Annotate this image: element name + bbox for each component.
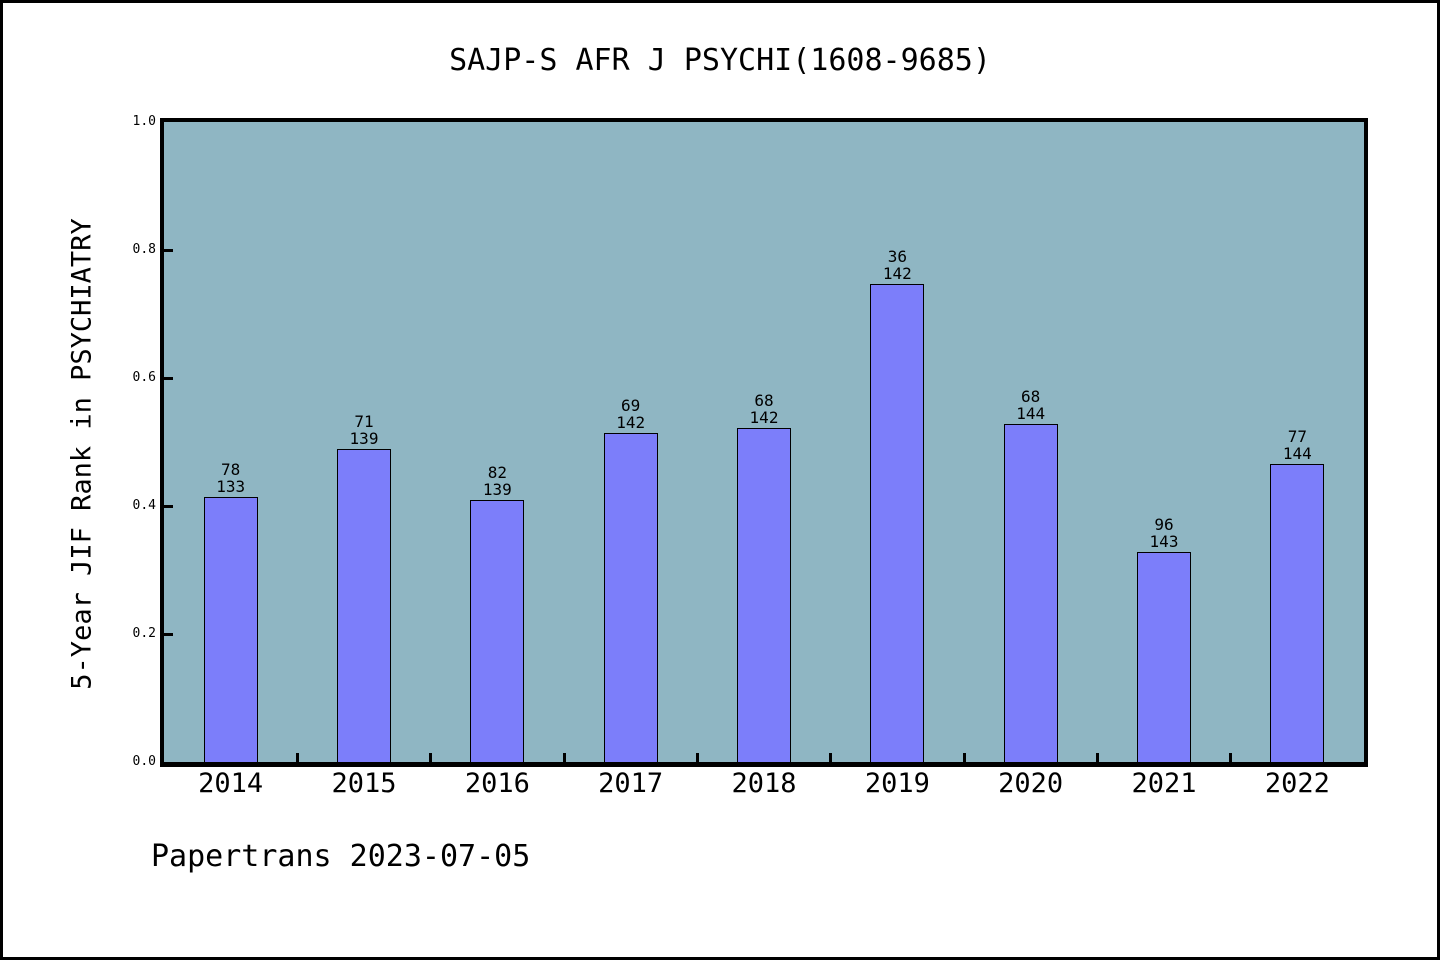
bar-label-2021: 96 143: [1149, 515, 1179, 551]
x-minor-tick-5: [829, 753, 833, 762]
bar-2020: [1003, 424, 1058, 762]
x-minor-tick-2: [429, 753, 433, 762]
y-tick-mark-0.6: [164, 376, 173, 380]
bar-label-2019: 36 142: [882, 247, 912, 283]
y-tick-label-0.4: 0.4: [132, 498, 156, 513]
y-axis-label: 5-Year JIF Rank in PSYCHIATRY: [66, 218, 98, 690]
bar-2015: [337, 449, 391, 762]
y-tick-label-0.0: 0.0: [132, 754, 156, 769]
bar-2014: [203, 497, 258, 762]
bar-2021: [1137, 552, 1191, 762]
y-tick-label-0.6: 0.6: [132, 370, 156, 385]
y-tick-mark-0.2: [164, 632, 173, 636]
bar-2018: [737, 428, 791, 762]
bar-2016: [470, 500, 525, 762]
bar-label-2020: 68 144: [1016, 387, 1046, 423]
x-tick-label-2019: 2019: [864, 768, 930, 799]
x-minor-tick-8: [1229, 753, 1233, 762]
x-tick-label-2015: 2015: [331, 768, 397, 799]
bar-label-2015: 71 139: [349, 412, 379, 448]
x-tick-label-2022: 2022: [1264, 768, 1330, 799]
x-tick-label-2014: 2014: [198, 768, 264, 799]
watermark-text: Papertrans 2023-07-05: [151, 839, 531, 874]
bar-2022: [1270, 464, 1325, 762]
y-tick-mark-0.8: [164, 248, 173, 252]
x-minor-tick-4: [695, 753, 699, 762]
bar-label-2014: 78 133: [216, 460, 246, 496]
bar-2017: [603, 433, 658, 762]
x-tick-label-2021: 2021: [1131, 768, 1197, 799]
y-tick-label-0.2: 0.2: [132, 626, 156, 641]
plot-inner: 78 133 71 139 82 139 69 142 68 142 36 142 68 1…: [164, 122, 1364, 762]
bar-label-2017: 69 142: [616, 396, 646, 432]
plot-area: 78 133 71 139 82 139 69 142 68 142 36 142 68 1…: [160, 118, 1368, 767]
x-minor-tick-6: [962, 753, 966, 762]
x-tick-label-2016: 2016: [464, 768, 530, 799]
bar-label-2018: 68 142: [749, 391, 779, 427]
bar-2019: [870, 284, 925, 762]
bar-label-2016: 82 139: [482, 463, 512, 499]
bar-label-2022: 77 144: [1282, 427, 1312, 463]
x-minor-tick-7: [1095, 753, 1099, 762]
x-minor-tick-1: [295, 753, 299, 762]
x-tick-label-2018: 2018: [731, 768, 797, 799]
y-tick-label-0.8: 0.8: [132, 242, 156, 257]
x-tick-label-2017: 2017: [598, 768, 664, 799]
x-minor-tick-3: [562, 753, 566, 762]
y-tick-mark-0.4: [164, 504, 173, 508]
x-tick-label-2020: 2020: [998, 768, 1064, 799]
y-tick-label-1.0: 1.0: [132, 114, 156, 129]
chart-title: SAJP-S AFR J PSYCHI(1608-9685): [449, 43, 991, 78]
